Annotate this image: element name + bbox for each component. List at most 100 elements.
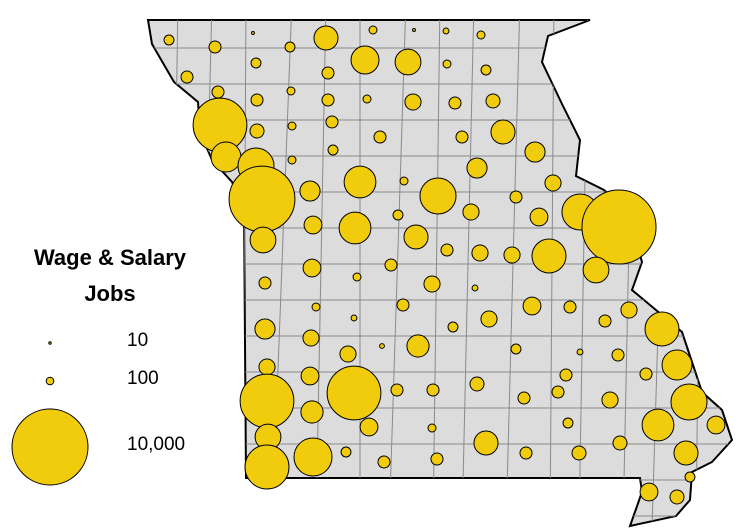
job-circle	[362, 94, 372, 104]
job-circle	[392, 209, 404, 221]
job-circle	[210, 141, 242, 173]
job-circle	[208, 40, 222, 54]
job-circle	[249, 226, 277, 254]
job-circle	[562, 417, 574, 429]
job-circle	[211, 85, 225, 99]
job-circle	[469, 376, 485, 392]
job-circle	[373, 130, 387, 144]
job-circle	[476, 30, 486, 40]
job-circle	[669, 489, 685, 505]
job-circle	[471, 284, 479, 292]
job-circle	[403, 224, 429, 250]
legend-title: Jobs	[84, 281, 135, 306]
job-circle	[299, 180, 321, 202]
job-circle	[581, 189, 657, 265]
job-circle	[303, 215, 323, 235]
job-circle	[404, 93, 422, 111]
job-circle	[480, 64, 492, 76]
job-circle	[442, 27, 450, 35]
job-circle	[480, 310, 498, 328]
job-circle	[180, 70, 194, 84]
job-circle	[251, 31, 255, 35]
job-circle	[684, 471, 696, 483]
job-circle	[321, 66, 335, 80]
job-circle	[338, 211, 372, 245]
job-circle	[601, 391, 619, 409]
job-circle	[250, 57, 262, 69]
legend-circle	[45, 376, 55, 386]
job-circle	[302, 329, 320, 347]
job-circle	[384, 258, 398, 272]
job-circle	[440, 243, 454, 257]
job-circle	[284, 41, 296, 53]
job-circle	[576, 348, 584, 356]
job-circle	[293, 437, 333, 477]
job-circle	[300, 366, 320, 386]
job-circle	[559, 368, 573, 382]
job-circle	[519, 446, 533, 460]
job-circle	[249, 123, 265, 139]
job-circle	[412, 28, 416, 32]
state-outline	[146, 19, 734, 528]
job-circle	[286, 86, 296, 96]
job-circle	[352, 272, 362, 282]
job-circle	[582, 256, 610, 284]
job-circle	[544, 174, 562, 192]
job-circle	[239, 373, 295, 429]
job-circle	[706, 415, 726, 435]
job-circle	[529, 207, 549, 227]
job-circle	[321, 93, 335, 107]
job-circle	[503, 246, 521, 264]
job-circle	[254, 318, 276, 340]
legend-label: 10	[127, 330, 148, 351]
job-circle	[490, 119, 516, 145]
job-circle	[244, 444, 290, 490]
job-circle	[350, 314, 358, 322]
job-circle	[427, 423, 437, 433]
job-circle	[359, 417, 379, 437]
job-circle	[644, 311, 680, 347]
job-circle	[509, 190, 523, 204]
job-circle	[448, 96, 462, 110]
job-circle	[406, 334, 430, 358]
job-circle	[641, 408, 675, 442]
job-circle	[522, 296, 542, 316]
job-circle	[396, 298, 410, 312]
job-circle	[250, 93, 264, 107]
job-circle	[287, 121, 297, 131]
job-circle	[326, 365, 382, 421]
job-circle	[302, 258, 322, 278]
job-circle	[399, 176, 409, 186]
job-circle	[471, 244, 489, 262]
job-circle	[442, 59, 452, 69]
job-circle	[390, 383, 404, 397]
legend-title: Wage & Salary	[34, 245, 187, 270]
job-circle	[327, 144, 339, 156]
job-circle	[426, 383, 440, 397]
job-circle	[287, 155, 297, 165]
job-circle	[473, 430, 499, 456]
job-circle	[419, 177, 457, 215]
job-circle	[620, 301, 638, 319]
job-circle	[598, 314, 612, 328]
job-circle	[462, 203, 480, 221]
legend-label: 10,000	[127, 434, 185, 455]
job-circle	[377, 455, 391, 469]
job-circle	[228, 165, 296, 233]
job-circle	[639, 482, 659, 502]
job-circle	[339, 345, 357, 363]
job-circle	[300, 400, 324, 424]
job-circle	[423, 275, 441, 293]
job-circle	[343, 165, 377, 199]
job-circle	[430, 452, 444, 466]
job-circle	[551, 385, 565, 399]
job-circle	[466, 157, 488, 179]
job-circle	[163, 34, 175, 46]
job-circle	[313, 25, 339, 51]
legend-circle	[11, 408, 89, 486]
job-circle	[611, 348, 625, 362]
legend-circle	[48, 341, 52, 345]
job-circle	[447, 321, 459, 333]
